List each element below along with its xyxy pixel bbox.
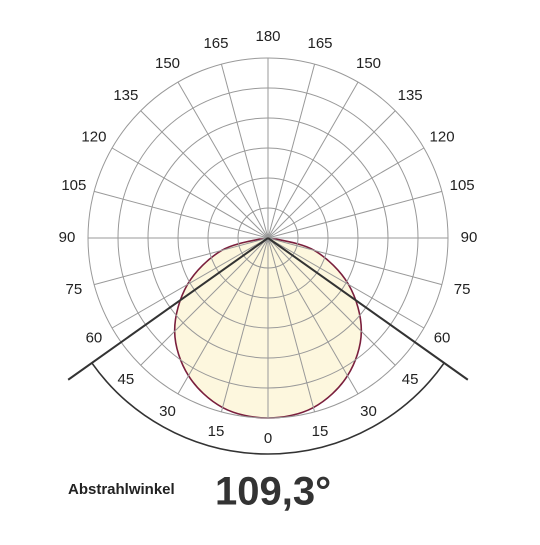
grid-spoke	[267, 237, 316, 412]
grid-spoke	[267, 237, 442, 286]
grid-spoke	[94, 237, 269, 286]
grid-spoke	[220, 64, 269, 239]
angle-label: 45	[118, 371, 135, 388]
grid-spoke	[267, 147, 425, 239]
grid-spoke	[140, 110, 269, 239]
angle-label: 15	[208, 423, 225, 440]
grid-spoke	[94, 190, 269, 239]
grid-spoke	[177, 237, 269, 395]
beam-line	[67, 237, 269, 381]
angle-label: 150	[356, 55, 381, 72]
beam-line	[267, 237, 469, 381]
angle-label: 150	[155, 55, 180, 72]
angle-label: 30	[159, 403, 176, 420]
angle-label: 135	[113, 87, 138, 104]
grid-spoke	[267, 64, 316, 239]
grid-spoke	[111, 147, 269, 239]
grid-spoke	[267, 237, 425, 329]
grid-spoke	[177, 81, 269, 239]
angle-label: 135	[398, 87, 423, 104]
angle-label: 90	[59, 229, 76, 246]
angle-label: 60	[434, 329, 451, 346]
angle-label: 180	[255, 28, 280, 45]
grid-spoke	[267, 110, 396, 239]
beam-caption: Abstrahlwinkel	[68, 481, 175, 498]
angle-label: 45	[402, 371, 419, 388]
angle-label: 90	[461, 229, 478, 246]
beam-arc	[91, 362, 445, 455]
angle-label: 75	[66, 281, 83, 298]
grid-spoke	[140, 237, 269, 366]
angle-label: 60	[86, 329, 103, 346]
grid-spoke	[267, 237, 396, 366]
angle-label: 105	[450, 177, 475, 194]
angle-label: 165	[308, 35, 333, 52]
angle-label: 75	[454, 281, 471, 298]
grid-spoke	[267, 190, 442, 239]
beam-value: 109,3°	[215, 470, 331, 514]
angle-label: 165	[203, 35, 228, 52]
grid-spoke	[111, 237, 269, 329]
angle-label: 30	[360, 403, 377, 420]
grid-spoke	[267, 237, 359, 395]
grid-spoke	[220, 237, 269, 412]
angle-label: 105	[61, 177, 86, 194]
grid-spoke	[267, 81, 359, 239]
angle-label: 120	[81, 128, 106, 145]
angle-label: 15	[312, 423, 329, 440]
angle-label: 0	[264, 430, 272, 447]
angle-label: 120	[430, 128, 455, 145]
